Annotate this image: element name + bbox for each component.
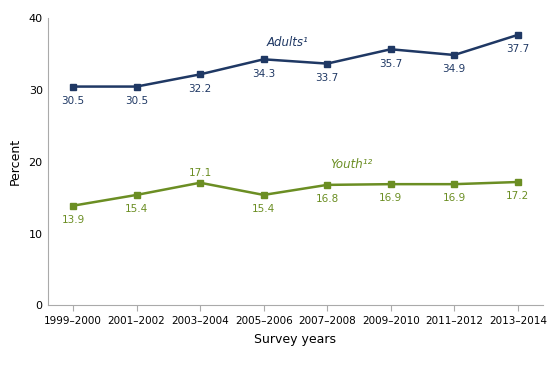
- Text: Youth¹²: Youth¹²: [330, 158, 372, 170]
- Text: 34.3: 34.3: [252, 68, 276, 79]
- Text: 16.9: 16.9: [379, 194, 402, 204]
- Text: 30.5: 30.5: [62, 96, 85, 106]
- Text: 16.9: 16.9: [442, 194, 466, 204]
- Y-axis label: Percent: Percent: [8, 138, 22, 185]
- Text: Adults¹: Adults¹: [267, 36, 309, 49]
- Text: 34.9: 34.9: [442, 64, 466, 74]
- Text: 32.2: 32.2: [189, 84, 212, 94]
- Text: 15.4: 15.4: [125, 204, 148, 214]
- Text: 15.4: 15.4: [252, 204, 276, 214]
- Text: 13.9: 13.9: [62, 215, 85, 225]
- Text: 37.7: 37.7: [506, 44, 529, 54]
- Text: 33.7: 33.7: [315, 73, 339, 83]
- Text: 17.1: 17.1: [189, 168, 212, 178]
- X-axis label: Survey years: Survey years: [254, 333, 337, 346]
- Text: 30.5: 30.5: [125, 96, 148, 106]
- Text: 35.7: 35.7: [379, 59, 402, 68]
- Text: 17.2: 17.2: [506, 191, 529, 201]
- Text: 16.8: 16.8: [315, 194, 339, 204]
